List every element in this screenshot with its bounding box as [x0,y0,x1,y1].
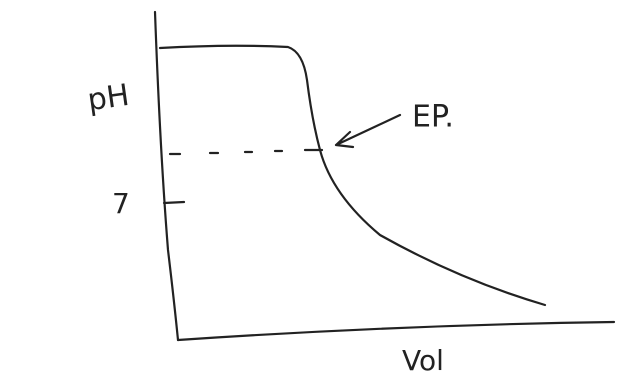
y-tick-label: 7 [112,187,130,220]
x-axis-label: Vol [402,344,444,377]
titration-sketch: pH Vol 7 EP. [0,0,618,379]
background [0,0,618,379]
y-tick [164,202,184,203]
annotation-label: EP. [412,100,454,135]
y-axis-label: pH [85,78,131,118]
